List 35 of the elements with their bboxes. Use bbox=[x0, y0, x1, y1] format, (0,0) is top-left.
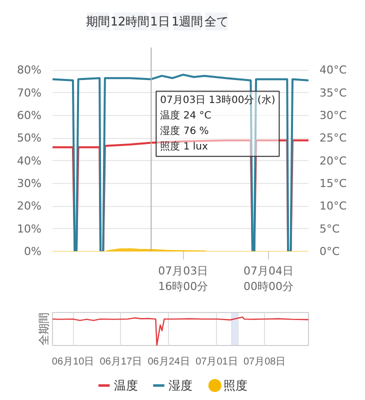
x-tick-label: 06月17日 bbox=[100, 356, 142, 368]
y-tick-label: 40% bbox=[17, 154, 42, 168]
y2-tick-label: 20°C bbox=[320, 154, 347, 168]
text: 1週間 bbox=[172, 14, 204, 28]
y2-tick-label: 30°C bbox=[320, 109, 347, 122]
legend-label: 照度 bbox=[223, 378, 248, 392]
y-tick-label: 50% bbox=[17, 132, 42, 145]
y-tick-label: 70% bbox=[17, 86, 42, 100]
x-tick-label: 07月08日 bbox=[243, 356, 286, 368]
y2-tick-label: 35°C bbox=[320, 86, 347, 100]
x-tick-label: 06月24日 bbox=[148, 356, 190, 368]
y2-tick-label: 0°C bbox=[320, 245, 340, 258]
text: 全て bbox=[204, 14, 229, 28]
legend-label: 温度 bbox=[114, 378, 138, 392]
x-tick-label: 06月10日 bbox=[52, 356, 94, 368]
y-tick-label: 30% bbox=[17, 177, 42, 190]
text: 期間 bbox=[86, 14, 110, 28]
text: 1日 bbox=[150, 14, 170, 28]
y2-tick-label: 10°C bbox=[320, 200, 347, 213]
y2-tick-label: 5°C bbox=[320, 222, 340, 236]
legend-label: 湿度 bbox=[168, 378, 193, 392]
y-tick-label: 60% bbox=[17, 109, 42, 122]
y-tick-label: 10% bbox=[17, 222, 42, 236]
x-tick-label: 07月01日 bbox=[196, 356, 238, 368]
y-tick-label: 20% bbox=[17, 200, 42, 213]
x-tick-label: 07月04日 00時00分 bbox=[244, 264, 294, 294]
y-tick-label: 80% bbox=[17, 64, 42, 77]
y2-tick-label: 15°C bbox=[320, 177, 347, 190]
y2-tick-label: 40°C bbox=[320, 64, 347, 77]
text: 12時間 bbox=[110, 14, 150, 28]
y-axis-title: 全期間 bbox=[38, 312, 50, 346]
y2-tick-label: 25°C bbox=[320, 132, 347, 145]
annotation: 07月03日 13時00分 (水) 温度 24 °C 湿度 76 % 照度 1 lux bbox=[160, 94, 276, 152]
x-tick-label: 07月03日 16時00分 bbox=[158, 264, 208, 294]
y-tick-label: 0% bbox=[24, 245, 42, 258]
